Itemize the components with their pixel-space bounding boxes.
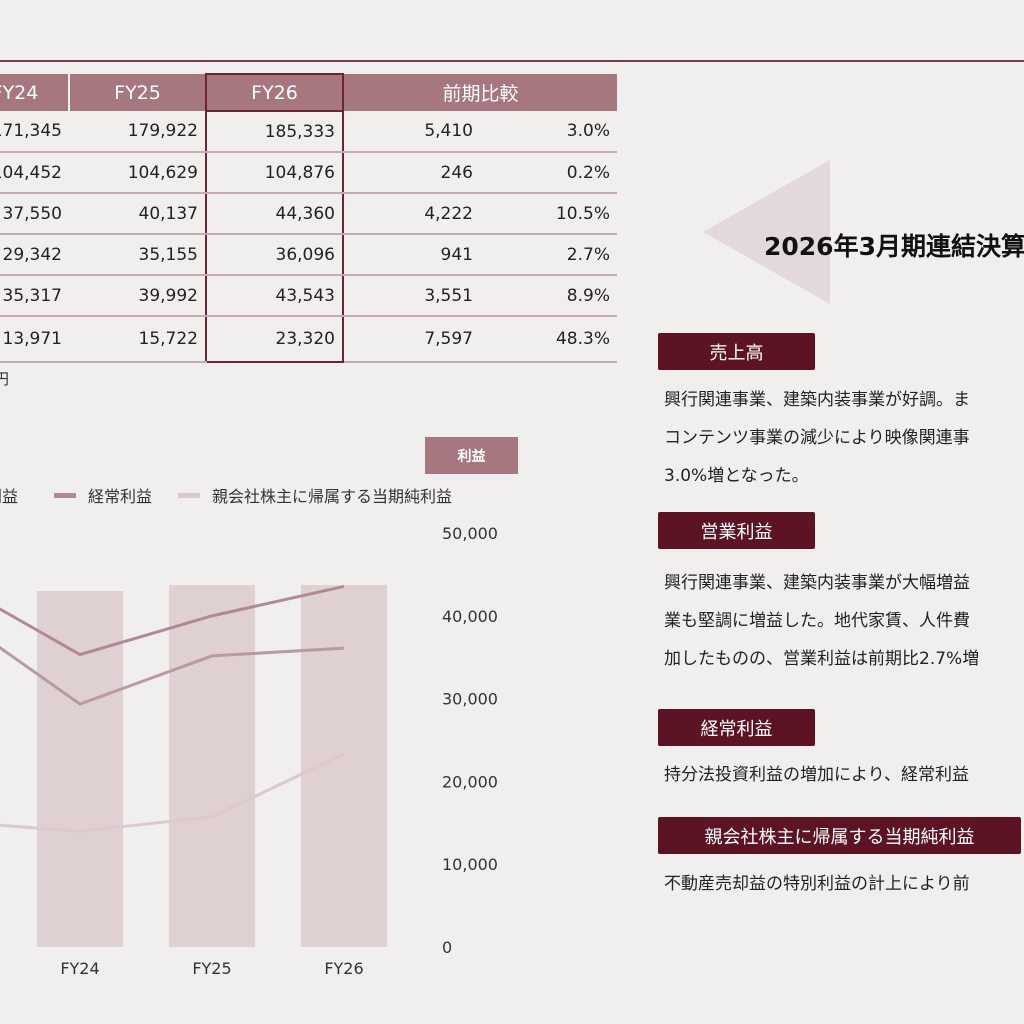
- line-series-1: [0, 645, 345, 706]
- col-header-fy25: FY25: [68, 74, 206, 111]
- col-header-fy26: FY26: [205, 73, 344, 112]
- table-cell: 4,222: [343, 193, 480, 235]
- table-cell: 35,317: [0, 275, 69, 317]
- table-cell: 246: [343, 152, 480, 194]
- section-text-operating-profit: 興行関連事業、建築内装事業が大幅増益 業も堅調に増益した。地代家賃、人件費 加し…: [664, 564, 1024, 678]
- section-text-sales: 興行関連事業、建築内装事業が好調。ま コンテンツ事業の減少により映像関連事 3.…: [664, 381, 1024, 495]
- table-cell: 3.0%: [480, 111, 617, 153]
- table-cell: 2.7%: [480, 234, 617, 276]
- table-cell: 0.2%: [480, 152, 617, 194]
- top-divider: [0, 60, 1024, 62]
- table-row: 35,317 39,992 43,543 3,551 8.9%: [0, 275, 617, 317]
- profit-axis-tag: 利益: [425, 437, 518, 474]
- table-cell: 104,876: [205, 152, 344, 194]
- table-header-row: FY24 FY25 FY26 前期比較: [0, 73, 617, 112]
- section-text-line: 興行関連事業、建築内装事業が好調。ま: [664, 390, 970, 410]
- legend-item-profit: 利益: [0, 483, 18, 507]
- table-cell: 10.5%: [480, 193, 617, 235]
- table-cell: 104,629: [69, 152, 206, 194]
- section-text-line: 3.0%増となった。: [664, 466, 809, 486]
- table-cell: 104,452: [0, 152, 69, 194]
- x-tick-label: FY24: [60, 959, 99, 978]
- legend-swatch-ordinary: [54, 492, 76, 498]
- table-row: 37,550 40,137 44,360 4,222 10.5%: [0, 193, 617, 235]
- col-header-fy24: FY24: [0, 74, 69, 111]
- table-cell: 48.3%: [480, 316, 617, 363]
- legend-label-ordinary: 経常利益: [88, 487, 153, 506]
- x-tick-label: FY25: [192, 959, 231, 978]
- col-header-comparison: 前期比較: [342, 74, 617, 111]
- profit-chart: FY24 FY25 FY26 0 10,000 20,000 30,000 40,000 50,…: [0, 524, 498, 978]
- table-cell: 35,155: [69, 234, 206, 276]
- table-row: 29,342 35,155 36,096 941 2.7%: [0, 234, 617, 276]
- section-badge-operating-profit: 営業利益: [658, 512, 815, 549]
- line-series-2: [0, 752, 345, 833]
- section-text-line: 業も堅調に増益した。地代家賃、人件費: [664, 611, 970, 631]
- y-tick-label: 0: [442, 938, 452, 957]
- table-cell: 171,345: [0, 111, 69, 153]
- bar-FY26: [301, 585, 387, 947]
- section-text-line: コンテンツ事業の減少により映像関連事: [664, 428, 970, 448]
- legend-label-net: 親会社株主に帰属する当期純利益: [212, 487, 453, 506]
- legend-swatch-net: [178, 492, 200, 498]
- y-tick-label: 10,000: [442, 855, 498, 874]
- y-tick-label: 30,000: [442, 690, 498, 709]
- table-cell: 23,320: [205, 316, 344, 363]
- page-title: 2026年3月期連結決算: [764, 232, 1024, 261]
- table-unit-note: 円: [0, 370, 10, 388]
- section-text-line: 興行関連事業、建築内装事業が大幅増益: [664, 573, 970, 593]
- table-cell: 179,922: [69, 111, 206, 153]
- table-cell: 5,410: [343, 111, 480, 153]
- table-cell: 29,342: [0, 234, 69, 276]
- bar-FY24: [37, 590, 123, 947]
- section-text-line: 不動産売却益の特別利益の計上により前: [664, 874, 970, 894]
- bar-FY25: [169, 585, 255, 947]
- table-cell: 37,550: [0, 193, 69, 235]
- legend-label-profit: 利益: [0, 487, 19, 506]
- table-row: 13,971 15,722 23,320 7,597 48.3%: [0, 316, 617, 363]
- y-tick-label: 50,000: [442, 524, 498, 543]
- table-body: 171,345179,922185,3335,4103.0%104,452104…: [0, 111, 617, 363]
- table-cell: 7,597: [343, 316, 480, 363]
- table-cell: 185,333: [205, 111, 344, 153]
- section-text-line: 加したものの、営業利益は前期比2.7%増: [664, 649, 980, 669]
- y-tick-label: 20,000: [442, 772, 498, 791]
- results-table: FY24 FY25 FY26 前期比較 171,345179,922185,33…: [0, 73, 617, 363]
- section-text-line: 持分法投資利益の増加により、経常利益: [664, 765, 969, 785]
- table-cell: 8.9%: [480, 275, 617, 317]
- table-cell: 3,551: [343, 275, 480, 317]
- table-cell: 43,543: [205, 275, 344, 317]
- section-badge-ordinary-profit: 経常利益: [658, 709, 815, 746]
- decorative-triangle: [703, 160, 830, 304]
- section-text-ordinary-profit: 持分法投資利益の増加により、経常利益: [664, 756, 1024, 794]
- table-cell: 40,137: [69, 193, 206, 235]
- table-cell: 13,971: [0, 316, 69, 363]
- table-cell: 15,722: [69, 316, 206, 363]
- legend-item-ordinary: 経常利益: [54, 483, 152, 507]
- line-series-0: [0, 584, 345, 657]
- table-cell: 44,360: [205, 193, 344, 235]
- table-cell: 36,096: [205, 234, 344, 276]
- section-badge-net-income: 親会社株主に帰属する当期純利益: [658, 817, 1021, 854]
- section-badge-sales: 売上高: [658, 333, 815, 370]
- section-text-net-income: 不動産売却益の特別利益の計上により前: [664, 865, 1024, 903]
- x-tick-label: FY26: [324, 959, 363, 978]
- legend-item-net: 親会社株主に帰属する当期純利益: [178, 483, 452, 507]
- table-cell: 39,992: [69, 275, 206, 317]
- table-cell: 941: [343, 234, 480, 276]
- y-tick-label: 40,000: [442, 607, 498, 626]
